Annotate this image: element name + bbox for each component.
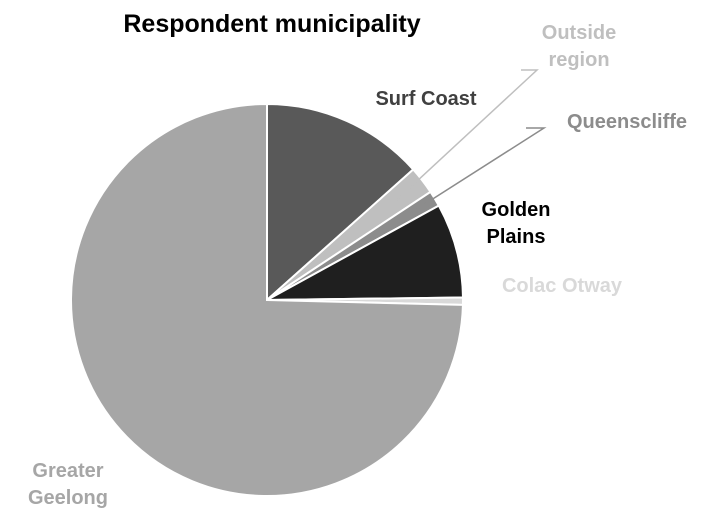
leader-line-queenscliffe <box>405 127 547 217</box>
slice-label-colac-otway: Colac Otway <box>502 275 623 297</box>
chart-title: Respondent municipality <box>123 10 420 38</box>
pie-slices <box>70 102 464 497</box>
slice-label-greater-geelong: Greater Geelong <box>28 460 108 509</box>
slice-label-queenscliffe: Queenscliffe <box>567 111 687 133</box>
pie-slice-golden-plains <box>266 204 464 301</box>
slice-label-outside-region: Outside region <box>542 22 616 71</box>
pie-slice-greater-geelong <box>70 102 464 497</box>
slice-labels: Surf Coast Outside region Queenscliffe Golde… <box>28 22 687 509</box>
leader-lines <box>395 69 547 217</box>
slice-label-golden-plains: Golden Plains <box>482 199 551 248</box>
leader-line-outside-region <box>395 69 539 202</box>
slice-label-surf-coast: Surf Coast <box>375 88 476 110</box>
pie-slice-surf-coast <box>266 102 415 303</box>
